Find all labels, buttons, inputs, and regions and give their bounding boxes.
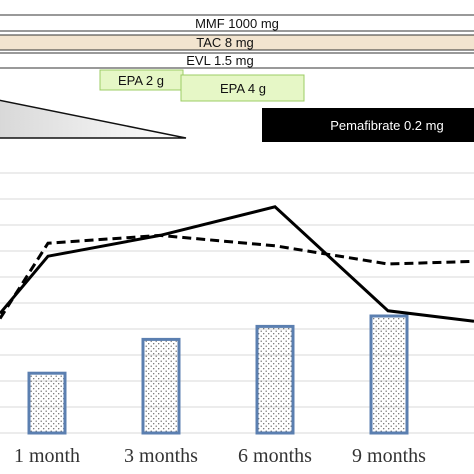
- bar-4: [369, 314, 409, 435]
- tac-band: [0, 34, 474, 51]
- x-tick-label: 3 months: [124, 445, 198, 467]
- mmf-label: MMF 1000 mg: [195, 16, 279, 31]
- x-tick-labels: 1 month 3 months 6 months 9 months: [14, 445, 426, 467]
- epa4-label: EPA 4 g: [220, 81, 266, 96]
- dashed-series-line: [0, 233, 474, 320]
- taper-wedge: [0, 99, 187, 139]
- pema-band: [262, 108, 474, 142]
- mmf-band: [0, 14, 474, 32]
- solid-series-line: [0, 205, 474, 323]
- bar-1: [27, 371, 67, 435]
- gridlines: [0, 172, 474, 434]
- x-tick-label: 9 months: [352, 445, 426, 467]
- lines: [0, 205, 474, 323]
- epa2-label: EPA 2 g: [118, 73, 164, 88]
- bar-2: [141, 337, 181, 435]
- epa4-band: [180, 74, 305, 102]
- evl-band: [0, 52, 474, 69]
- pema-label: Pemafibrate 0.2 mg: [330, 118, 443, 133]
- x-tick-label: 1 month: [14, 445, 80, 467]
- evl-label: EVL 1.5 mg: [186, 53, 253, 68]
- bar-3: [255, 324, 295, 435]
- x-tick-label: 6 months: [238, 445, 312, 467]
- regimen-bars: MMF 1000 mg TAC 8 mg EVL 1.5 mg EPA 2 g …: [0, 14, 474, 142]
- tac-label: TAC 8 mg: [196, 35, 254, 50]
- bars: [27, 314, 409, 435]
